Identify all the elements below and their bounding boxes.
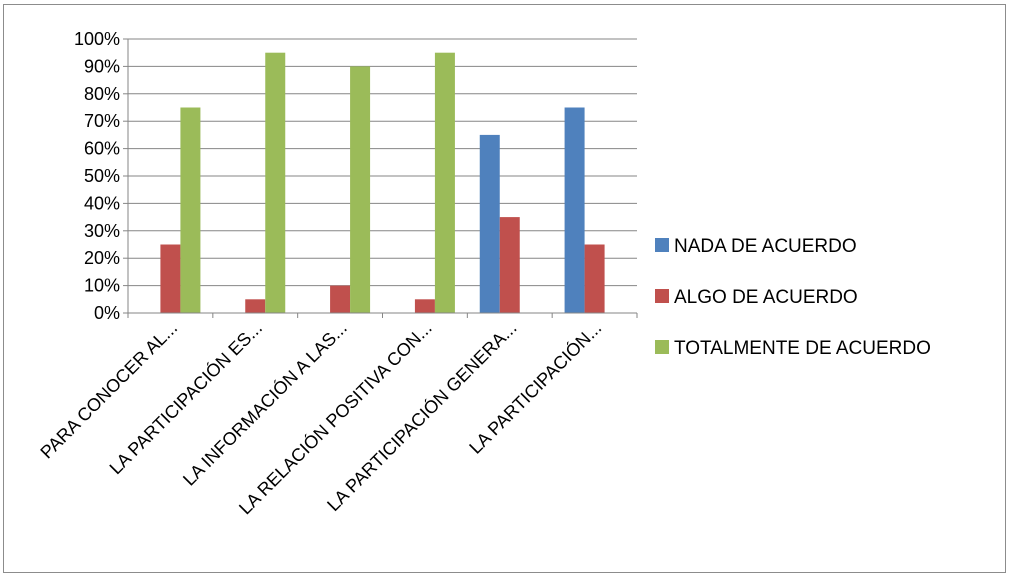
legend-label: TOTALMENTE DE ACUERDO [674, 338, 931, 359]
y-tick-label: 60% [84, 139, 120, 159]
y-tick-label: 0% [94, 303, 120, 323]
y-tick-label: 10% [84, 276, 120, 296]
y-tick-label: 40% [84, 193, 120, 213]
bar [584, 244, 605, 313]
y-tick-label: 70% [84, 111, 120, 131]
axes [123, 38, 638, 318]
x-category-label: LA PARTICIPACIÓN GENERA... [323, 317, 521, 515]
bar [180, 107, 201, 313]
chart-area: 0% 10% 20% 30% 40% 50% 60% 70% 80% 90% 100% PARA C… [3, 4, 1006, 573]
y-tick-label: 20% [84, 248, 120, 268]
legend-swatch [655, 340, 669, 354]
legend-swatch [655, 238, 669, 252]
bar [479, 134, 500, 313]
x-category-label: LA INFORMACIÓN A LAS... [178, 317, 351, 490]
bar [330, 285, 351, 313]
y-tick-label: 90% [84, 56, 120, 76]
bar [265, 52, 286, 313]
bars [160, 52, 605, 314]
bar [160, 244, 181, 313]
x-category-label: PARA CONOCER AL... [36, 318, 181, 463]
y-axis-tick-labels: 0% 10% 20% 30% 40% 50% 60% 70% 80% 90% 100% [74, 29, 120, 323]
legend-swatch [655, 289, 669, 303]
legend: NADA DE ACUERDO ALGO DE ACUERDO TOTALMENTE… [655, 236, 931, 359]
legend-label: ALGO DE ACUERDO [674, 287, 858, 308]
bar-chart: 0% 10% 20% 30% 40% 50% 60% 70% 80% 90% 100% PARA C… [36, 29, 931, 518]
bar [499, 217, 520, 313]
y-tick-label: 100% [74, 29, 120, 49]
bar [434, 52, 455, 313]
y-tick-label: 50% [84, 166, 120, 186]
x-axis-category-labels: PARA CONOCER AL...LA PARTICIPACIÓN ES...… [36, 317, 605, 518]
legend-label: NADA DE ACUERDO [674, 236, 857, 257]
y-tick-label: 80% [84, 84, 120, 104]
y-tick-label: 30% [84, 221, 120, 241]
bar [414, 299, 435, 313]
gridlines [128, 38, 637, 287]
bar [350, 66, 371, 314]
bar [245, 299, 266, 313]
x-category-label: LA PARTICIPACIÓN ES... [105, 317, 266, 478]
bar [564, 107, 585, 313]
